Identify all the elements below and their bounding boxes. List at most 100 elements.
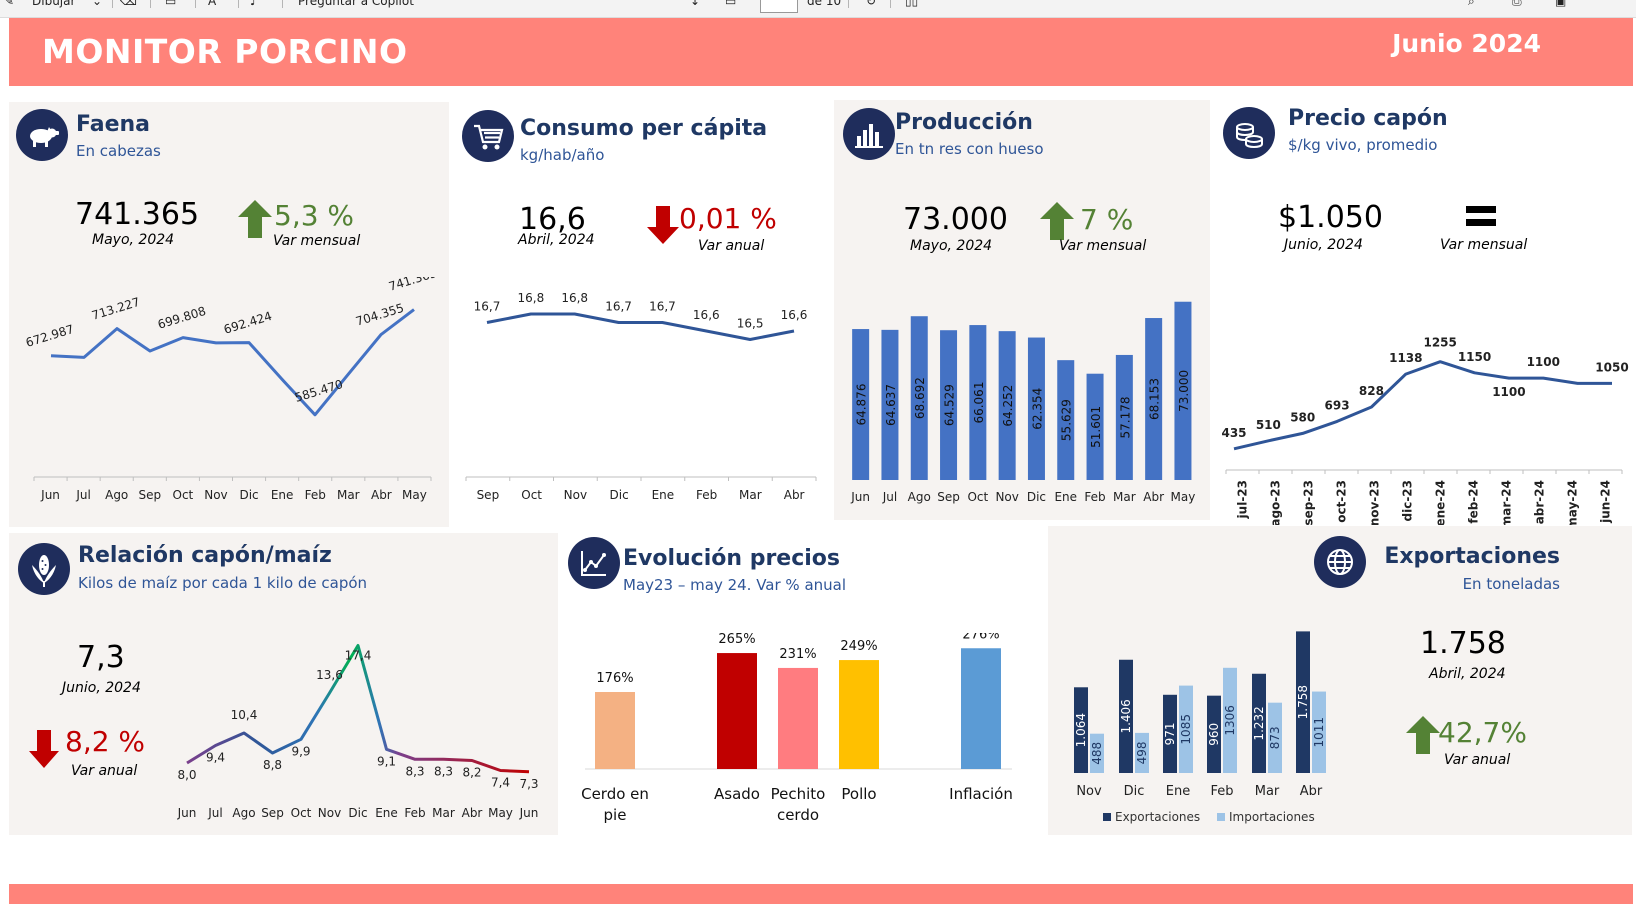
x-tick-label: Mar [432, 806, 455, 820]
text-icon[interactable]: A [208, 0, 217, 8]
data-label: 713.227 [90, 295, 142, 323]
x-tick-label: Oct [521, 488, 542, 502]
x-tick-label: Feb [305, 488, 326, 502]
data-label: 1085 [1179, 714, 1193, 745]
bar [1207, 695, 1221, 773]
data-label: 16,7 [605, 300, 632, 314]
x-tick-label: Jul [882, 490, 897, 504]
bar [1090, 733, 1104, 773]
data-label: 7,4 [491, 776, 510, 790]
data-label: 231% [779, 647, 816, 662]
data-label: 51.601 [1089, 406, 1103, 448]
print-icon[interactable]: ⎙ [1512, 0, 1522, 8]
data-label: 16,6 [781, 308, 808, 322]
eraser-icon[interactable]: ⌫ [120, 0, 137, 8]
kpi-change: 8,2 % [65, 725, 146, 758]
fit-icon[interactable]: ↕ [690, 0, 701, 8]
kpi-period: Junio, 2024 [62, 680, 141, 696]
x-tick-label: Ene [375, 806, 398, 820]
x-tick-label: Jun [40, 488, 60, 502]
kpi-value: 7,3 [77, 640, 125, 675]
legend-swatch [1103, 813, 1111, 821]
chevron-down-icon[interactable]: ⌄ [92, 0, 103, 8]
data-label: 8,3 [434, 764, 453, 778]
bar [1057, 360, 1075, 480]
page-icon[interactable]: ▭ [725, 0, 737, 8]
data-label: 16,5 [737, 317, 764, 331]
x-tick-label: Nov [1076, 784, 1102, 799]
bar [1086, 373, 1104, 480]
x-tick-label: Abr [462, 806, 483, 820]
save-icon[interactable]: ▣ [1555, 0, 1567, 8]
x-tick-label: Mar [1255, 784, 1280, 799]
data-label: 17,4 [345, 649, 372, 663]
kpi-value: 741.365 [75, 197, 200, 232]
data-label: 704.355 [354, 301, 406, 329]
kpi-change-label: Var anual [698, 238, 765, 254]
data-label: 1150 [1458, 350, 1491, 364]
x-tick-label: oct-23 [1335, 480, 1349, 523]
comment-icon[interactable]: ▭ [165, 0, 177, 8]
data-label: 8,2 [462, 766, 481, 780]
faena-panel: Faena En cabezas 741.365 Mayo, 2024 5,3 … [9, 102, 449, 527]
data-label: 1.406 [1119, 699, 1133, 733]
x-tick-label: Sep [261, 806, 284, 820]
x-tick-label: Sep [937, 490, 960, 504]
x-tick-label: Ene [1054, 490, 1077, 504]
kpi-change-label: Var mensual [1440, 237, 1528, 253]
pen-icon[interactable]: ✎ [4, 0, 15, 8]
data-label: 68.692 [913, 377, 927, 419]
x-tick-label: May [488, 806, 513, 820]
x-tick-label: Inflación [949, 785, 1013, 803]
data-label: 16,8 [561, 291, 588, 305]
bar [1312, 691, 1326, 773]
x-tick-label: Nov [564, 488, 587, 502]
kpi-value: 16,6 [519, 202, 586, 237]
data-label: 68.153 [1148, 378, 1162, 420]
data-label: 249% [840, 639, 877, 654]
rotate-icon[interactable]: ↻ [866, 0, 877, 8]
data-label: 699.808 [156, 304, 208, 332]
kpi-change-label: Var anual [1444, 752, 1511, 768]
data-label: 64.529 [943, 384, 957, 426]
x-tick-label: may-24 [1566, 480, 1580, 525]
draw-button[interactable]: Dibujar [32, 0, 76, 8]
search-icon[interactable]: ⌕ [1468, 0, 1475, 8]
equal-icon [1466, 206, 1496, 226]
data-label: 1.232 [1252, 706, 1266, 740]
x-tick-label: Dic [239, 488, 258, 502]
panel-title: Exportaciones [1384, 544, 1560, 569]
x-tick-label: Dic [348, 806, 367, 820]
page-number-input[interactable] [760, 0, 798, 13]
copilot-button[interactable]: Preguntar a Copilot [298, 0, 414, 8]
bar [1145, 318, 1163, 480]
bar [839, 660, 879, 769]
kpi-period: Abril, 2024 [1429, 666, 1506, 682]
data-label: 498 [1135, 741, 1149, 764]
bar [961, 648, 1001, 769]
page-title: MONITOR PORCINO [42, 32, 408, 71]
two-page-icon[interactable]: ▯▯ [905, 0, 919, 8]
data-label: 1.064 [1074, 713, 1088, 747]
kpi-period: Mayo, 2024 [92, 232, 175, 248]
panel-subtitle: En cabezas [76, 142, 161, 160]
panel-title: Producción [895, 110, 1033, 135]
evolucion-bar-chart: 176% Cerdo en pie 265% Asado 231% Pechito cerdo… [581, 633, 1013, 824]
data-label: 960 [1207, 723, 1221, 746]
bar [1174, 301, 1192, 480]
panel-title: Faena [76, 112, 151, 137]
produccion-bar-chart: 64.876 Jun 64.637 Jul 68.692 Ago 64.529 Sep 66.0… [850, 301, 1195, 504]
x-tick-label: Jun [519, 806, 539, 820]
x-tick-label: Ene [271, 488, 294, 502]
consumo-panel: Consumo per cápita kg/hab/año 16,6 Abril… [452, 102, 830, 527]
series-line [486, 312, 795, 341]
bar [1179, 685, 1193, 773]
arrow-up-icon [238, 200, 272, 238]
data-label: 276% [962, 633, 999, 642]
data-label: 16,8 [517, 291, 544, 305]
read-aloud-icon[interactable]: ♪ [250, 0, 258, 8]
page-count: de 10 [807, 0, 842, 8]
legend-label: Importaciones [1229, 810, 1315, 824]
